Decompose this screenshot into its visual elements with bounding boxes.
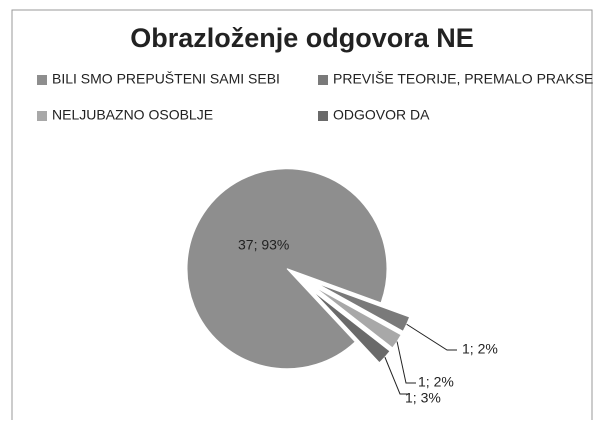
legend-label: ODGOVOR DA [333,107,430,123]
leader-line [406,323,457,351]
data-label: 37; 93% [238,237,289,253]
data-label: 1; 3% [405,390,441,406]
data-label: 1; 2% [462,341,498,357]
legend-label: NELJUBAZNO OSOBLJE [52,107,213,123]
legend-swatch [318,75,328,85]
chart-frame [11,9,593,420]
legend-label: BILI SMO PREPUŠTENI SAMI SEBI [52,71,280,87]
legend-swatch [37,75,47,85]
pie-slice [315,282,411,332]
legend-label: PREVIŠE TEORIJE, PREMALO PRAKSE [333,71,593,87]
data-label: 1; 2% [418,374,454,390]
legend-swatch [318,111,328,121]
pie-slice [186,168,388,370]
leader-line [396,341,416,384]
legend-swatch [37,111,47,121]
chart-title: Obrazloženje odgovora NE [130,23,474,53]
leader-line [384,356,410,395]
